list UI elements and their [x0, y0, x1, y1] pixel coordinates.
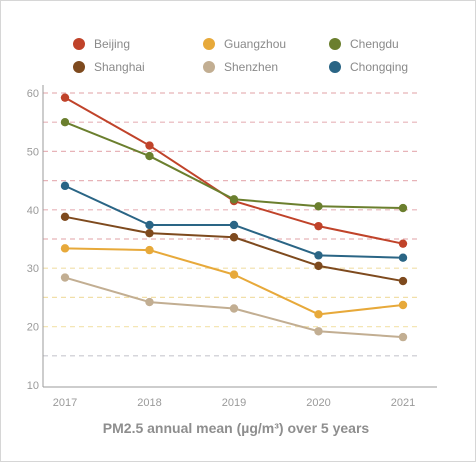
x-tick-label: 2017: [53, 397, 77, 409]
legend-label: Chengdu: [350, 37, 399, 51]
data-point-shenzhen: [314, 327, 323, 336]
data-point-beijing: [145, 141, 154, 150]
series-chengdu: [60, 118, 408, 213]
data-point-shenzhen: [229, 304, 239, 313]
data-point-guangzhou: [314, 310, 323, 319]
legend-marker: [329, 38, 341, 50]
data-point-chongqing: [145, 220, 154, 230]
data-point-shenzhen: [398, 332, 408, 342]
y-tick-label: 50: [27, 146, 39, 158]
data-point-shenzhen: [60, 273, 70, 282]
series-shenzhen: [60, 273, 408, 342]
data-point-chengdu: [229, 195, 239, 204]
data-point-chongqing: [229, 220, 239, 230]
y-tick-label: 40: [27, 205, 39, 217]
data-point-chengdu: [398, 203, 408, 213]
data-point-shanghai: [398, 276, 408, 286]
legend-label: Chongqing: [350, 60, 408, 74]
x-tick-label: 2019: [222, 397, 246, 409]
x-tick-label: 2021: [391, 397, 415, 409]
legend-item-beijing: Beijing: [73, 37, 130, 51]
axes: 10 20 30 40 50 60 2017 2018 2019 2020 2021: [27, 85, 437, 409]
chart-title: PM2.5 annual mean (µg/m³) over 5 years: [103, 420, 370, 436]
data-point-beijing: [314, 221, 323, 231]
data-point-chengdu: [145, 151, 154, 161]
legend-item-chengdu: Chengdu: [329, 37, 399, 51]
data-point-guangzhou: [60, 244, 70, 253]
legend-item-chongqing: Chongqing: [329, 60, 408, 74]
legend-marker: [203, 38, 215, 50]
series-chongqing: [60, 181, 408, 262]
legend-marker: [73, 61, 85, 73]
data-point-shanghai: [314, 261, 323, 271]
data-point-beijing: [398, 239, 408, 248]
legend-marker: [203, 61, 215, 73]
series-group: [60, 93, 408, 342]
data-point-shanghai: [229, 233, 239, 242]
y-tick-label: 30: [27, 263, 39, 275]
data-point-chengdu: [314, 202, 323, 211]
legend-item-shanghai: Shanghai: [73, 60, 145, 74]
y-tick-label: 10: [27, 380, 39, 392]
legend-item-shenzhen: Shenzhen: [203, 60, 278, 74]
data-point-guangzhou: [229, 270, 239, 279]
data-point-chongqing: [60, 181, 70, 191]
legend-label: Shanghai: [94, 60, 145, 74]
data-point-guangzhou: [398, 300, 408, 310]
y-tick-label: 20: [27, 322, 39, 334]
legend-marker: [73, 38, 85, 50]
legend-item-guangzhou: Guangzhou: [203, 37, 286, 51]
data-point-chongqing: [398, 253, 408, 262]
data-point-shanghai: [60, 212, 70, 222]
data-point-chengdu: [60, 118, 70, 127]
data-point-shanghai: [145, 228, 154, 238]
x-tick-label: 2018: [137, 397, 161, 409]
legend: Beijing Shanghai Guangzhou Shenzhen Chengdu C…: [73, 37, 408, 74]
legend-label: Guangzhou: [224, 37, 286, 51]
series-shanghai: [60, 212, 408, 286]
y-tick-label: 60: [27, 88, 39, 100]
legend-label: Beijing: [94, 37, 130, 51]
legend-label: Shenzhen: [224, 60, 278, 74]
data-point-chongqing: [314, 251, 323, 260]
data-point-beijing: [60, 93, 70, 102]
x-tick-label: 2020: [306, 397, 330, 409]
data-point-guangzhou: [145, 245, 154, 255]
series-guangzhou: [60, 244, 408, 319]
legend-marker: [329, 61, 341, 73]
data-point-shenzhen: [145, 297, 154, 307]
